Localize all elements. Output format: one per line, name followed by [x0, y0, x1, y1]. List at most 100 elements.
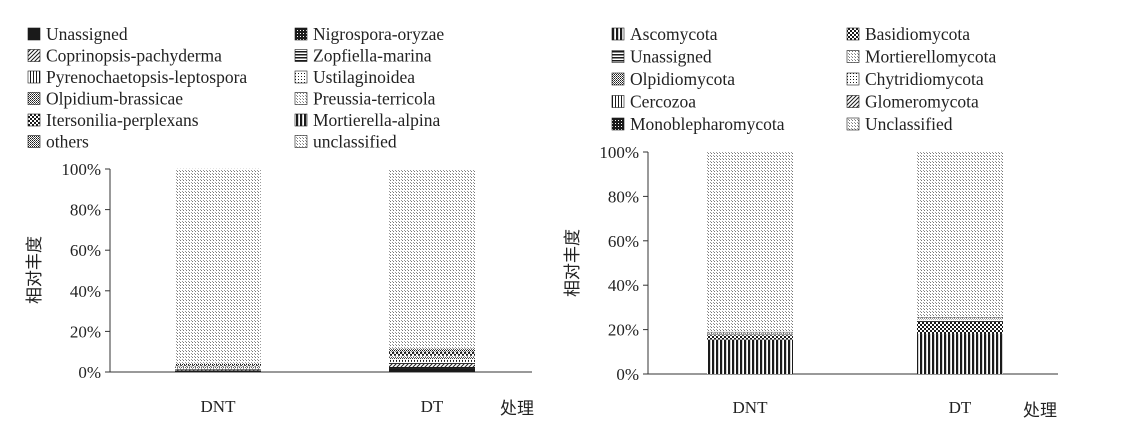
- legend-swatch: [846, 50, 860, 63]
- y-tick-label: 80%: [70, 201, 101, 220]
- legend-swatch: [846, 72, 860, 86]
- legend-label: Nigrospora-oryzae: [313, 24, 444, 44]
- bar-segment: [175, 370, 261, 371]
- bar-segment: [389, 355, 475, 357]
- legend-swatch: [294, 135, 308, 148]
- bar-segment: [389, 363, 475, 367]
- legend-label: Unassigned: [46, 24, 128, 44]
- legend-label: Itersonilia-perplexans: [46, 110, 199, 130]
- legend-swatch: [27, 70, 41, 84]
- legend-swatch: [27, 113, 41, 127]
- x-axis-label: 处理: [500, 399, 534, 419]
- legend-swatch: [611, 50, 625, 63]
- bar-segment: [389, 361, 475, 364]
- legend-label: others: [46, 132, 89, 152]
- legend-swatch: [846, 95, 860, 108]
- legend-label: Unclassified: [865, 114, 953, 134]
- bar-segment: [917, 320, 1003, 322]
- bar-segment: [917, 318, 1003, 320]
- legend-swatch: [27, 27, 41, 41]
- legend-label: Mortierellomycota: [865, 47, 996, 67]
- legend-label: Olpidium-brassicae: [46, 89, 183, 109]
- legend-swatch: [846, 117, 860, 131]
- x-tick-label: DNT: [733, 398, 769, 417]
- bar-segment: [175, 368, 261, 370]
- legend-label: Unassigned: [630, 47, 712, 67]
- bar-segment: [175, 369, 261, 371]
- y-tick-label: 60%: [608, 232, 639, 251]
- legend-swatch: [846, 27, 860, 41]
- bar-segment: [175, 370, 261, 372]
- legend-swatch: [294, 27, 308, 41]
- y-axis-label: 相对丰度: [563, 229, 583, 297]
- bar-segment: [707, 335, 793, 340]
- legend-label: unclassified: [313, 132, 397, 152]
- bar-segment: [389, 368, 475, 372]
- legend-label: Monoblepharomycota: [630, 114, 785, 134]
- bar-segment: [175, 367, 261, 369]
- y-tick-label: 100%: [61, 160, 101, 179]
- legend-label: Pyrenochaetopsis-leptospora: [46, 67, 247, 87]
- legend-swatch: [611, 95, 625, 108]
- legend-label: Basidiomycota: [865, 24, 970, 44]
- legend-label: Mortierella-alpina: [313, 110, 441, 130]
- y-tick-label: 0%: [616, 365, 639, 384]
- bar-segment: [175, 363, 261, 366]
- legend-swatch: [611, 72, 625, 86]
- y-tick-label: 0%: [78, 363, 101, 382]
- legend-label: Olpidiomycota: [630, 69, 735, 89]
- bar-segment: [389, 351, 475, 354]
- legend-label: Chytridiomycota: [865, 69, 984, 89]
- legend-swatch: [611, 27, 625, 41]
- bar-segment: [707, 152, 793, 332]
- bar-segment: [389, 359, 475, 362]
- legend-swatch: [27, 49, 41, 62]
- bar-segment: [175, 366, 261, 368]
- bar-segment: [389, 353, 475, 356]
- bar-segment: [917, 317, 1003, 319]
- legend-swatch: [611, 117, 625, 131]
- bar-segment: [389, 348, 475, 352]
- chart-2: Ascomycota Basidiomycota Unassigned Mortier…: [563, 24, 1058, 421]
- legend-label: Ustilaginoidea: [313, 67, 415, 87]
- bar-segment: [175, 365, 261, 367]
- legend-label: Preussia-terricola: [313, 89, 436, 109]
- legend-swatch: [294, 92, 308, 105]
- y-tick-label: 40%: [70, 282, 101, 301]
- bar-segment: [175, 366, 261, 367]
- bar-segment: [917, 334, 1003, 374]
- legend-label: Ascomycota: [630, 24, 718, 44]
- bar-segment: [707, 334, 793, 336]
- bar-segment: [389, 169, 475, 349]
- y-tick-label: 100%: [599, 143, 639, 162]
- bar-segment: [175, 168, 261, 364]
- legend-label: Cercozoa: [630, 92, 696, 112]
- legend-swatch: [294, 49, 308, 62]
- legend: Ascomycota Basidiomycota Unassigned Mortier…: [611, 24, 996, 134]
- legend-swatch: [294, 113, 308, 127]
- legend-label: Zopfiella-marina: [313, 46, 432, 66]
- bar-segment: [917, 152, 1003, 318]
- y-tick-label: 40%: [608, 276, 639, 295]
- bar-segment: [389, 366, 475, 369]
- legend-label: Glomeromycota: [865, 92, 979, 112]
- x-axis-label: 处理: [1023, 401, 1057, 421]
- bar-segment: [707, 332, 793, 334]
- bar-segment: [175, 365, 261, 366]
- legend-swatch: [294, 70, 308, 84]
- x-tick-label: DNT: [201, 397, 237, 416]
- y-tick-label: 20%: [608, 321, 639, 340]
- legend-swatch: [27, 135, 41, 148]
- y-tick-label: 20%: [70, 322, 101, 341]
- x-tick-label: DT: [421, 397, 444, 416]
- chart-1: Unassigned Nigrospora-oryzae Coprinopsis-p…: [25, 24, 534, 419]
- y-tick-label: 60%: [70, 241, 101, 260]
- legend-label: Coprinopsis-pachyderma: [46, 46, 222, 66]
- bar-segment: [917, 319, 1003, 321]
- y-axis-label: 相对丰度: [25, 236, 45, 304]
- bar-segment: [389, 358, 475, 360]
- bar-segment: [389, 356, 475, 359]
- x-tick-label: DT: [949, 398, 972, 417]
- bar-segment: [175, 369, 261, 370]
